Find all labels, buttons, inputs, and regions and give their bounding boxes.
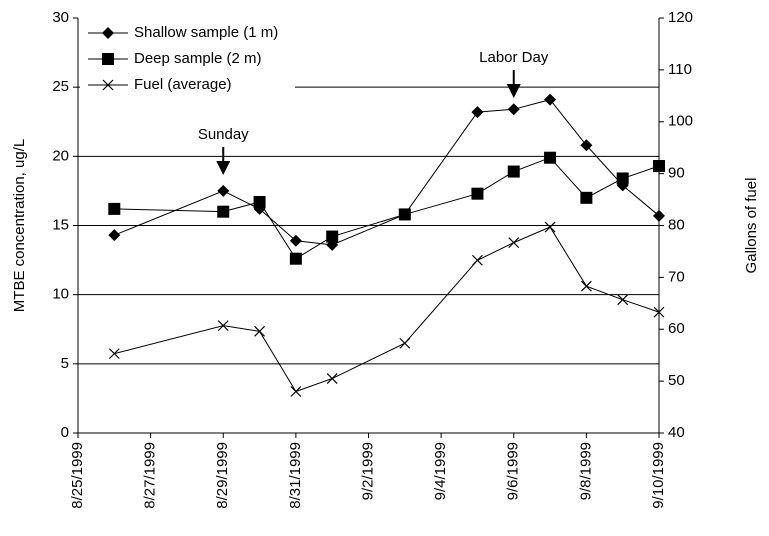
y2-axis-label: Gallons of fuel: [743, 178, 760, 274]
y2-tick-label: 40: [668, 424, 685, 441]
marker: [580, 280, 592, 292]
marker: [507, 165, 520, 178]
marker: [102, 79, 114, 91]
x-tick-label: 9/8/1999: [577, 442, 594, 500]
marker: [108, 348, 120, 360]
marker: [471, 187, 484, 200]
marker: [544, 93, 557, 106]
marker: [544, 151, 557, 164]
marker: [290, 386, 302, 397]
marker: [217, 205, 230, 218]
marker: [253, 195, 266, 208]
marker: [217, 184, 230, 197]
y-tick-label: 30: [52, 9, 69, 26]
x-tick-label: 9/2/1999: [359, 442, 376, 500]
y-axis-label: MTBE concentration, ug/L: [11, 139, 28, 312]
series-line: [114, 99, 660, 246]
marker: [544, 221, 556, 233]
x-tick-label: 8/25/1999: [69, 442, 86, 509]
y-tick-label: 5: [61, 355, 69, 372]
marker: [617, 294, 629, 306]
marker: [472, 254, 483, 266]
y-tick-label: 10: [52, 286, 69, 303]
y-tick-label: 0: [61, 424, 69, 441]
y2-tick-label: 50: [668, 372, 685, 389]
y-tick-label: 15: [52, 216, 69, 233]
marker: [471, 106, 484, 119]
marker: [653, 160, 665, 173]
marker: [507, 103, 520, 116]
annotation-arrowhead: [216, 161, 231, 175]
marker: [508, 237, 520, 249]
y2-tick-label: 80: [668, 216, 685, 233]
legend-label: Fuel (average): [134, 76, 232, 93]
marker: [102, 53, 114, 65]
annotation-arrowhead: [506, 84, 521, 98]
marker: [108, 229, 121, 242]
marker: [616, 172, 629, 185]
y-tick-label: 25: [52, 78, 69, 95]
y-tick-label: 20: [52, 147, 69, 164]
x-tick-label: 9/6/1999: [505, 442, 522, 500]
marker: [217, 320, 229, 332]
marker: [580, 191, 593, 204]
y2-tick-label: 60: [668, 320, 685, 337]
marker: [399, 337, 411, 349]
x-tick-label: 9/4/1999: [432, 442, 449, 500]
marker: [102, 27, 114, 39]
marker: [653, 306, 665, 318]
y2-tick-label: 70: [668, 268, 685, 285]
series-line: [114, 157, 660, 260]
y2-tick-label: 90: [668, 165, 685, 182]
x-tick-label: 9/10/1999: [650, 442, 667, 509]
marker: [289, 234, 302, 247]
x-tick-label: 8/31/1999: [287, 442, 304, 509]
annotation: Labor Day: [479, 49, 549, 66]
marker: [398, 208, 411, 221]
marker: [289, 252, 302, 265]
marker: [580, 139, 593, 152]
y2-tick-label: 110: [668, 61, 692, 78]
x-tick-label: 8/27/1999: [142, 442, 159, 509]
marker: [108, 202, 121, 215]
legend-label: Deep sample (2 m): [134, 50, 262, 67]
marker: [254, 325, 265, 337]
marker: [326, 373, 338, 384]
x-tick-label: 8/29/1999: [214, 442, 231, 509]
legend-label: Shallow sample (1 m): [134, 24, 278, 41]
y2-tick-label: 120: [668, 9, 693, 26]
series-line: [114, 226, 660, 393]
marker: [653, 209, 665, 222]
marker: [326, 230, 339, 243]
annotation: Sunday: [198, 126, 249, 143]
y2-tick-label: 100: [668, 113, 693, 130]
